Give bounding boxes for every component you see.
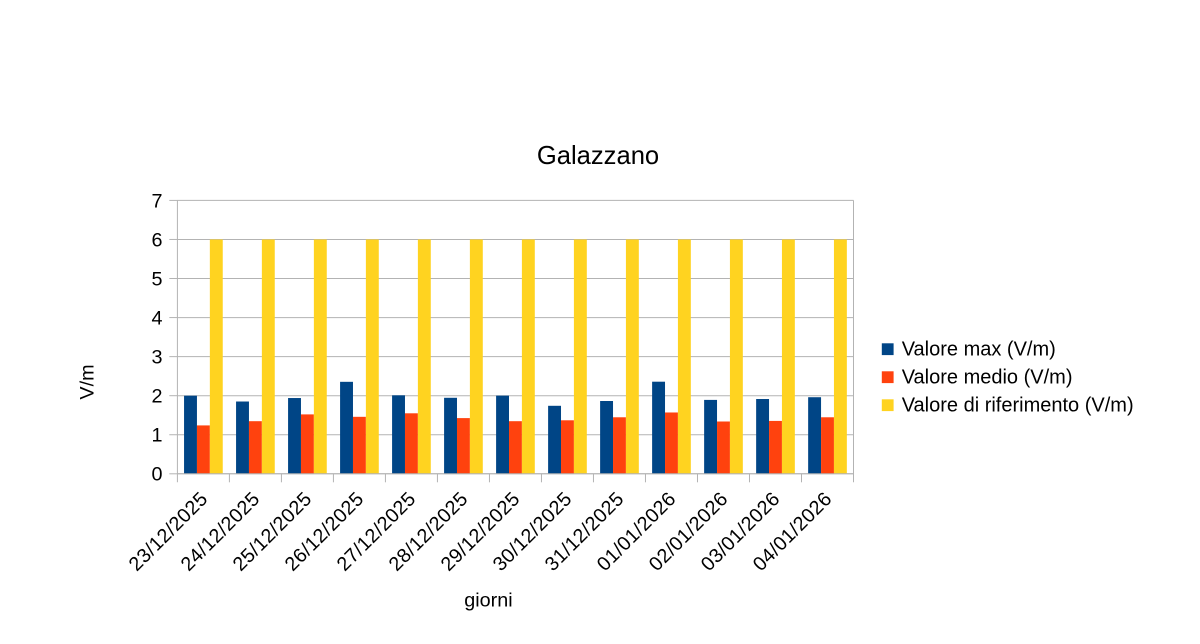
svg-text:1: 1 — [151, 425, 162, 447]
svg-text:Galazzano: Galazzano — [537, 142, 659, 170]
svg-text:6: 6 — [151, 229, 162, 251]
svg-text:V/m: V/m — [77, 364, 99, 399]
svg-text:Valore di riferimento (V/m): Valore di riferimento (V/m) — [902, 395, 1134, 417]
svg-text:4: 4 — [151, 307, 162, 329]
svg-text:5: 5 — [151, 268, 162, 290]
svg-text:Valore medio (V/m): Valore medio (V/m) — [902, 367, 1073, 389]
svg-text:Valore max (V/m): Valore max (V/m) — [902, 339, 1056, 361]
svg-text:7: 7 — [151, 190, 162, 212]
svg-text:3: 3 — [151, 347, 162, 369]
svg-text:0: 0 — [151, 464, 162, 486]
svg-text:2: 2 — [151, 386, 162, 408]
svg-text:giorni: giorni — [464, 590, 512, 612]
